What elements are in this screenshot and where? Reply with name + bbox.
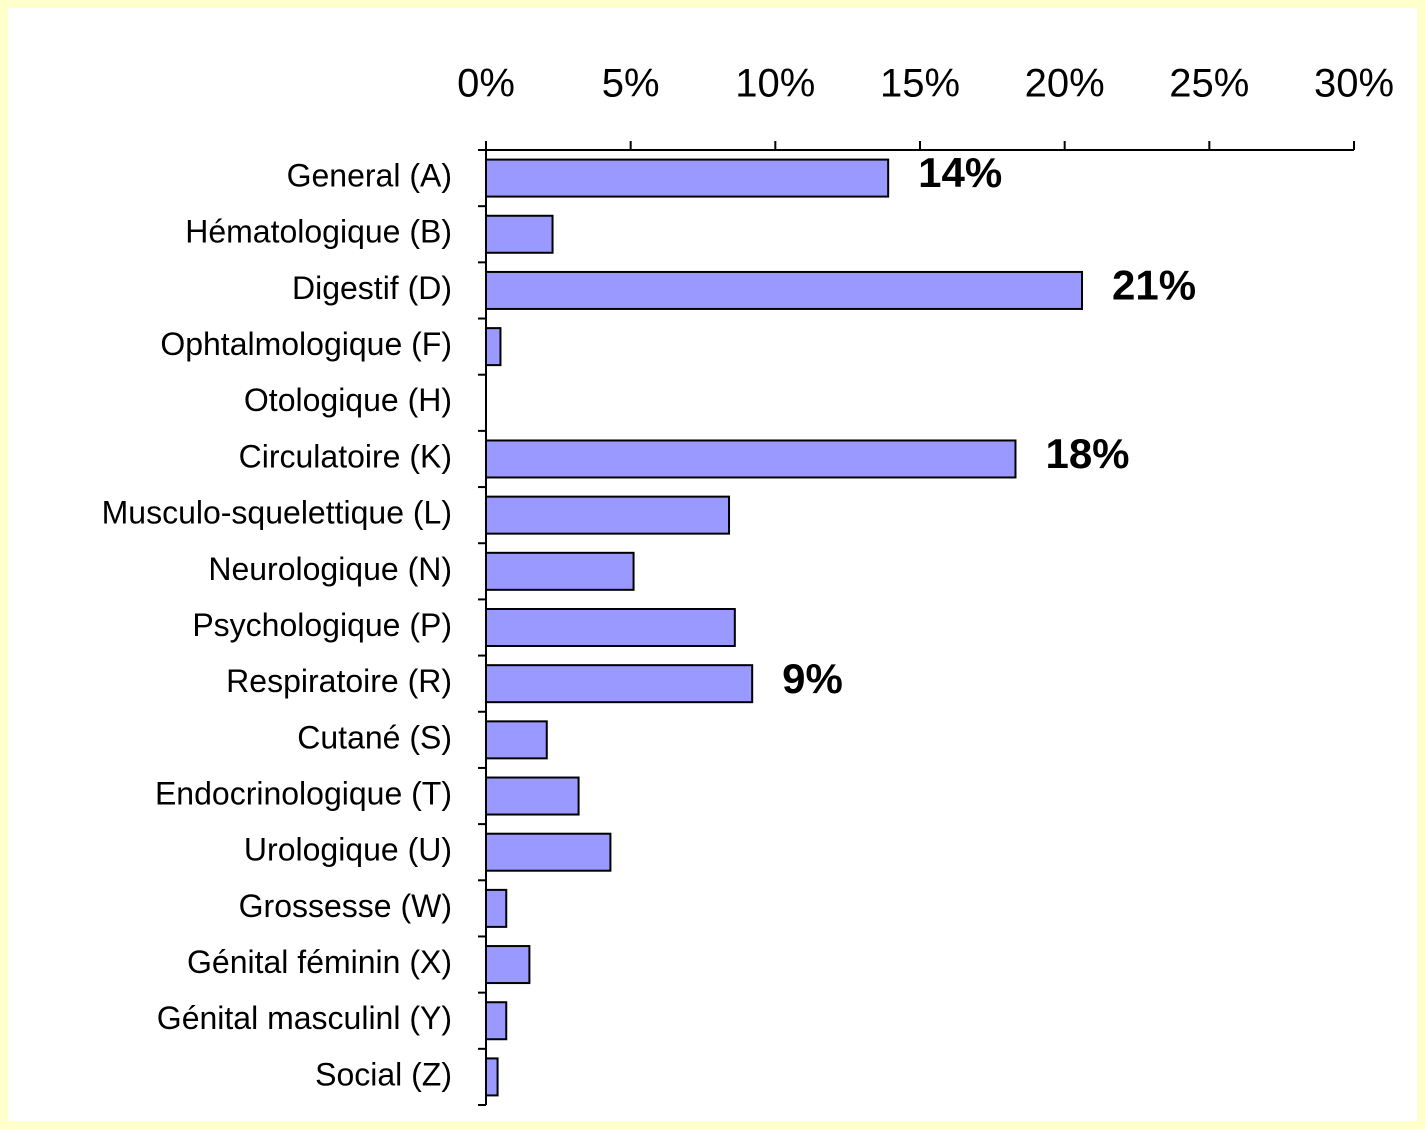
bar xyxy=(485,270,1084,310)
bar xyxy=(485,439,1017,479)
bar xyxy=(485,776,580,816)
bar xyxy=(485,495,731,535)
x-tick-label: 5% xyxy=(602,62,660,106)
y-tick-label: Otologique (H) xyxy=(244,382,452,418)
bar xyxy=(485,888,508,928)
y-tick-label: Ophtalmologique (F) xyxy=(160,326,452,362)
y-tick-label: Hématologique (B) xyxy=(185,214,452,250)
y-tick-label: Psychologique (P) xyxy=(192,607,452,643)
bar xyxy=(485,327,502,367)
y-tick-label: Neurologique (N) xyxy=(208,551,452,587)
y-tick-label: Génital masculinl (Y) xyxy=(157,1000,452,1036)
bar xyxy=(485,832,612,872)
data-label: 14% xyxy=(918,149,1002,196)
x-tick-label: 20% xyxy=(1025,62,1105,106)
bar xyxy=(485,608,736,647)
y-tick-label: Circulatoire (K) xyxy=(239,438,452,474)
data-label: 9% xyxy=(782,655,843,702)
y-tick-label: Cutané (S) xyxy=(297,719,452,755)
data-label: 18% xyxy=(1045,430,1129,477)
bar xyxy=(485,945,531,985)
x-tick-label: 30% xyxy=(1314,62,1394,106)
y-tick-label: General (A) xyxy=(287,158,452,194)
data-label: 21% xyxy=(1112,262,1196,309)
x-tick-label: 0% xyxy=(457,62,515,106)
bar xyxy=(485,551,635,591)
bar xyxy=(485,214,554,254)
x-tick-label: 15% xyxy=(880,62,960,106)
y-tick-label: Respiratoire (R) xyxy=(226,663,452,699)
bar xyxy=(485,1001,508,1041)
bar xyxy=(485,664,754,704)
y-tick-label: Social (Z) xyxy=(315,1056,452,1092)
y-tick-label: Grossesse (W) xyxy=(239,888,452,924)
bar xyxy=(485,720,548,760)
x-tick-label: 25% xyxy=(1169,62,1249,106)
y-tick-label: Digestif (D) xyxy=(292,270,452,306)
y-tick-label: Musculo-squelettique (L) xyxy=(102,495,452,531)
y-tick-label: Génital féminin (X) xyxy=(187,944,452,980)
bar xyxy=(485,1057,499,1097)
x-tick-label: 10% xyxy=(735,62,815,106)
y-tick-label: Endocrinologique (T) xyxy=(155,775,452,811)
bar xyxy=(485,158,890,198)
y-tick-label: Urologique (U) xyxy=(244,832,452,868)
